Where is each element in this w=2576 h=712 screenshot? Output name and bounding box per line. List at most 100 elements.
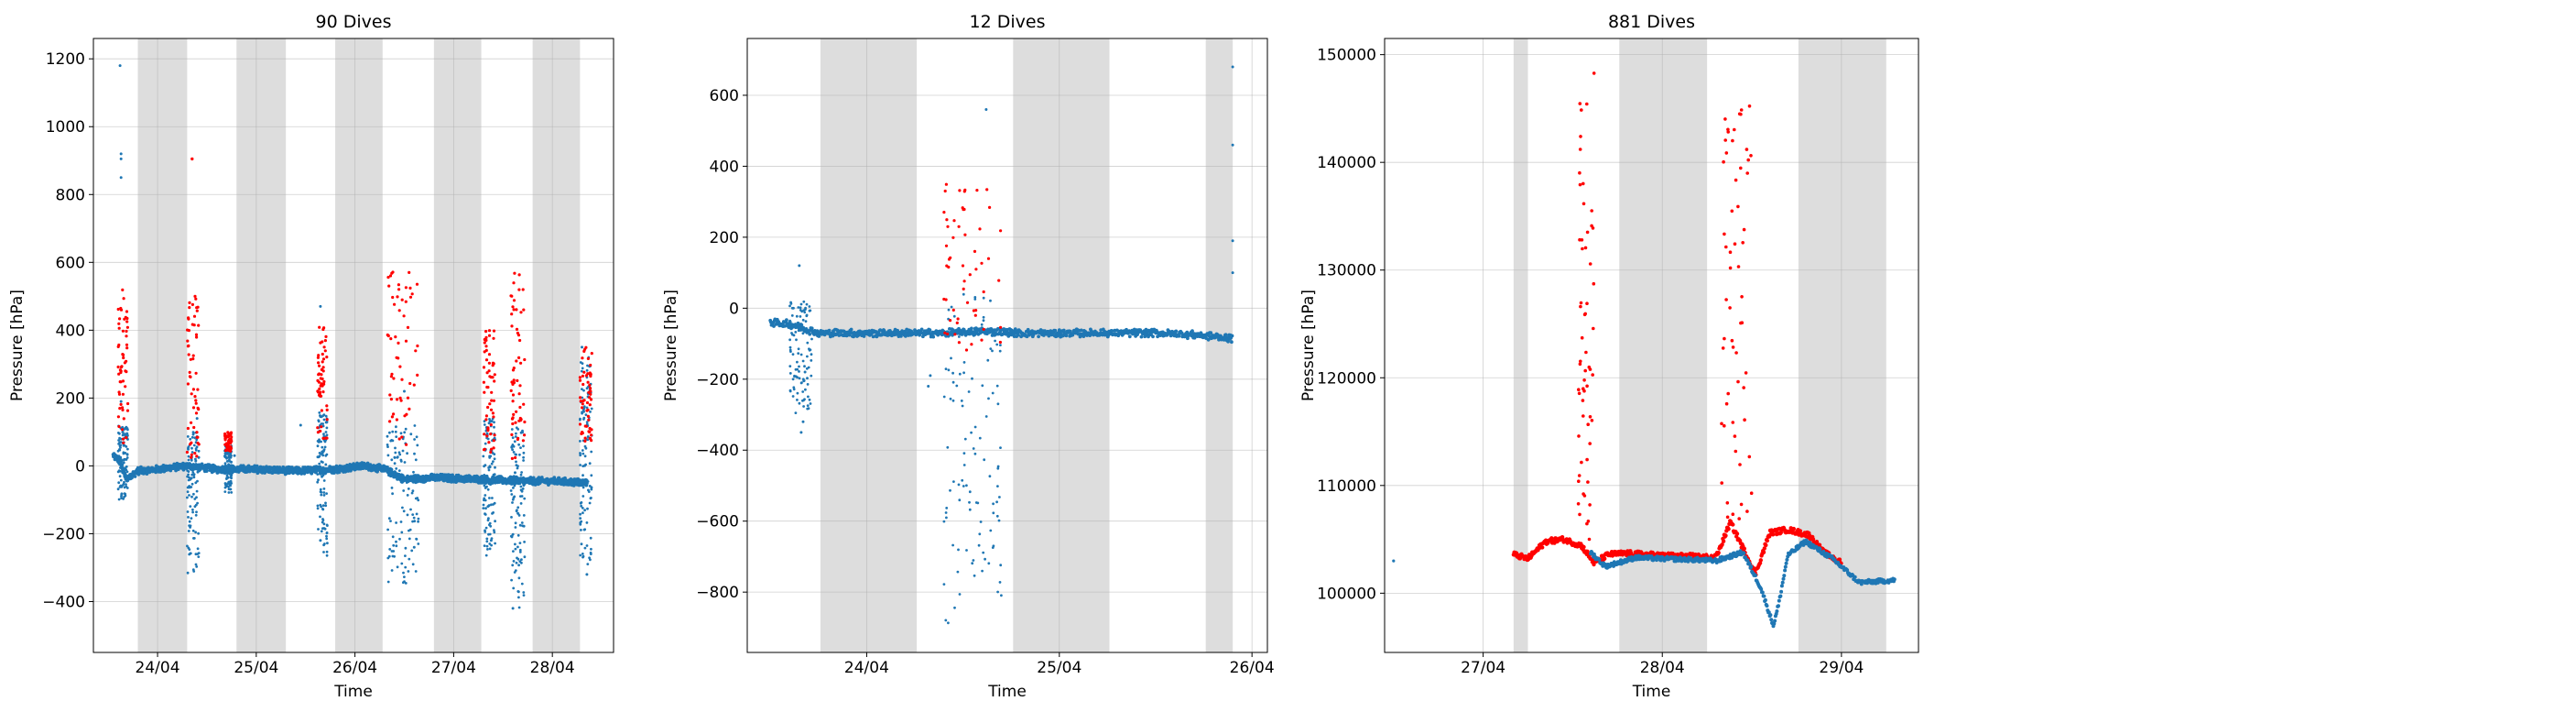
red-point (492, 399, 496, 402)
red-point (975, 189, 979, 192)
night-shading-band (1619, 38, 1708, 652)
red-point (586, 372, 590, 376)
blue-point (483, 474, 486, 476)
red-point (1721, 539, 1726, 543)
red-point (121, 406, 125, 410)
blue-point (792, 306, 795, 310)
blue-point (962, 485, 965, 487)
red-point (985, 188, 989, 192)
red-point (484, 345, 488, 348)
blue-point (1781, 576, 1786, 581)
red-point (320, 373, 323, 377)
blue-point (804, 388, 807, 391)
red-point (1720, 542, 1724, 547)
blue-point (581, 388, 583, 390)
red-point (944, 182, 948, 186)
blue-point (1230, 334, 1234, 338)
blue-point (523, 555, 527, 559)
blue-point (483, 484, 486, 487)
blue-point (190, 446, 193, 450)
red-point (579, 400, 582, 403)
blue-point (1742, 551, 1746, 555)
blue-point (972, 447, 975, 450)
red-point (943, 189, 947, 193)
blue-point (1749, 564, 1754, 569)
red-point (1723, 533, 1728, 538)
night-shading-band (532, 38, 581, 652)
blue-point (968, 508, 972, 511)
blue-point (1777, 598, 1781, 603)
red-point (125, 334, 128, 338)
red-point (416, 344, 419, 348)
red-point (512, 412, 516, 416)
blue-point (386, 444, 389, 446)
blue-point (186, 435, 190, 438)
blue-point (394, 451, 397, 455)
red-point (973, 313, 977, 317)
blue-point (968, 500, 971, 504)
blue-point (797, 352, 800, 355)
blue-point (982, 296, 985, 300)
blue-point (224, 465, 228, 467)
blue-point (325, 553, 329, 557)
blue-point (322, 522, 326, 526)
blue-point (125, 470, 129, 474)
blue-point (518, 560, 522, 564)
red-point (400, 378, 404, 381)
blue-point (1783, 568, 1788, 573)
red-point (195, 455, 199, 458)
red-point (224, 435, 228, 439)
blue-point (324, 414, 328, 418)
blue-point (580, 520, 583, 523)
red-point (961, 264, 965, 268)
red-point (414, 349, 418, 353)
blue-point (522, 451, 526, 455)
blue-point (809, 402, 812, 405)
blue-point (407, 487, 410, 490)
red-point (118, 407, 122, 411)
blue-point (322, 449, 325, 453)
blue-point (992, 502, 995, 506)
blue-point (951, 380, 955, 384)
blue-point (511, 532, 515, 536)
blue-point (589, 551, 592, 554)
blue-point (801, 359, 805, 363)
blue-point (942, 395, 946, 399)
blue-point (1658, 558, 1663, 563)
red-point (405, 412, 408, 416)
blue-point (962, 361, 966, 364)
blue-point (318, 466, 321, 468)
blue-point (971, 377, 973, 380)
blue-point (517, 443, 520, 446)
blue-point (493, 531, 496, 534)
red-point (581, 402, 584, 406)
blue-point (225, 474, 229, 477)
red-point (945, 218, 949, 222)
red-point (522, 402, 526, 406)
blue-point (965, 549, 968, 552)
blue-point (122, 466, 125, 470)
blue-point (486, 487, 490, 491)
blue-point (521, 487, 525, 490)
red-point (952, 219, 956, 223)
blue-point (408, 557, 411, 561)
blue-point (801, 378, 805, 381)
red-point (486, 405, 490, 410)
blue-point (849, 327, 853, 332)
blue-point (997, 519, 1001, 522)
blue-point (947, 368, 951, 372)
red-point (521, 439, 526, 443)
blue-point (228, 483, 232, 487)
blue-point (319, 487, 322, 491)
red-point (125, 436, 128, 440)
red-point (951, 236, 955, 239)
blue-point (521, 431, 524, 434)
blue-point (802, 405, 805, 408)
blue-point (411, 563, 415, 566)
red-point (117, 322, 121, 325)
red-point (523, 420, 527, 424)
blue-point (493, 425, 495, 429)
blue-point (408, 537, 411, 541)
blue-point (319, 304, 322, 308)
red-point (391, 295, 395, 300)
